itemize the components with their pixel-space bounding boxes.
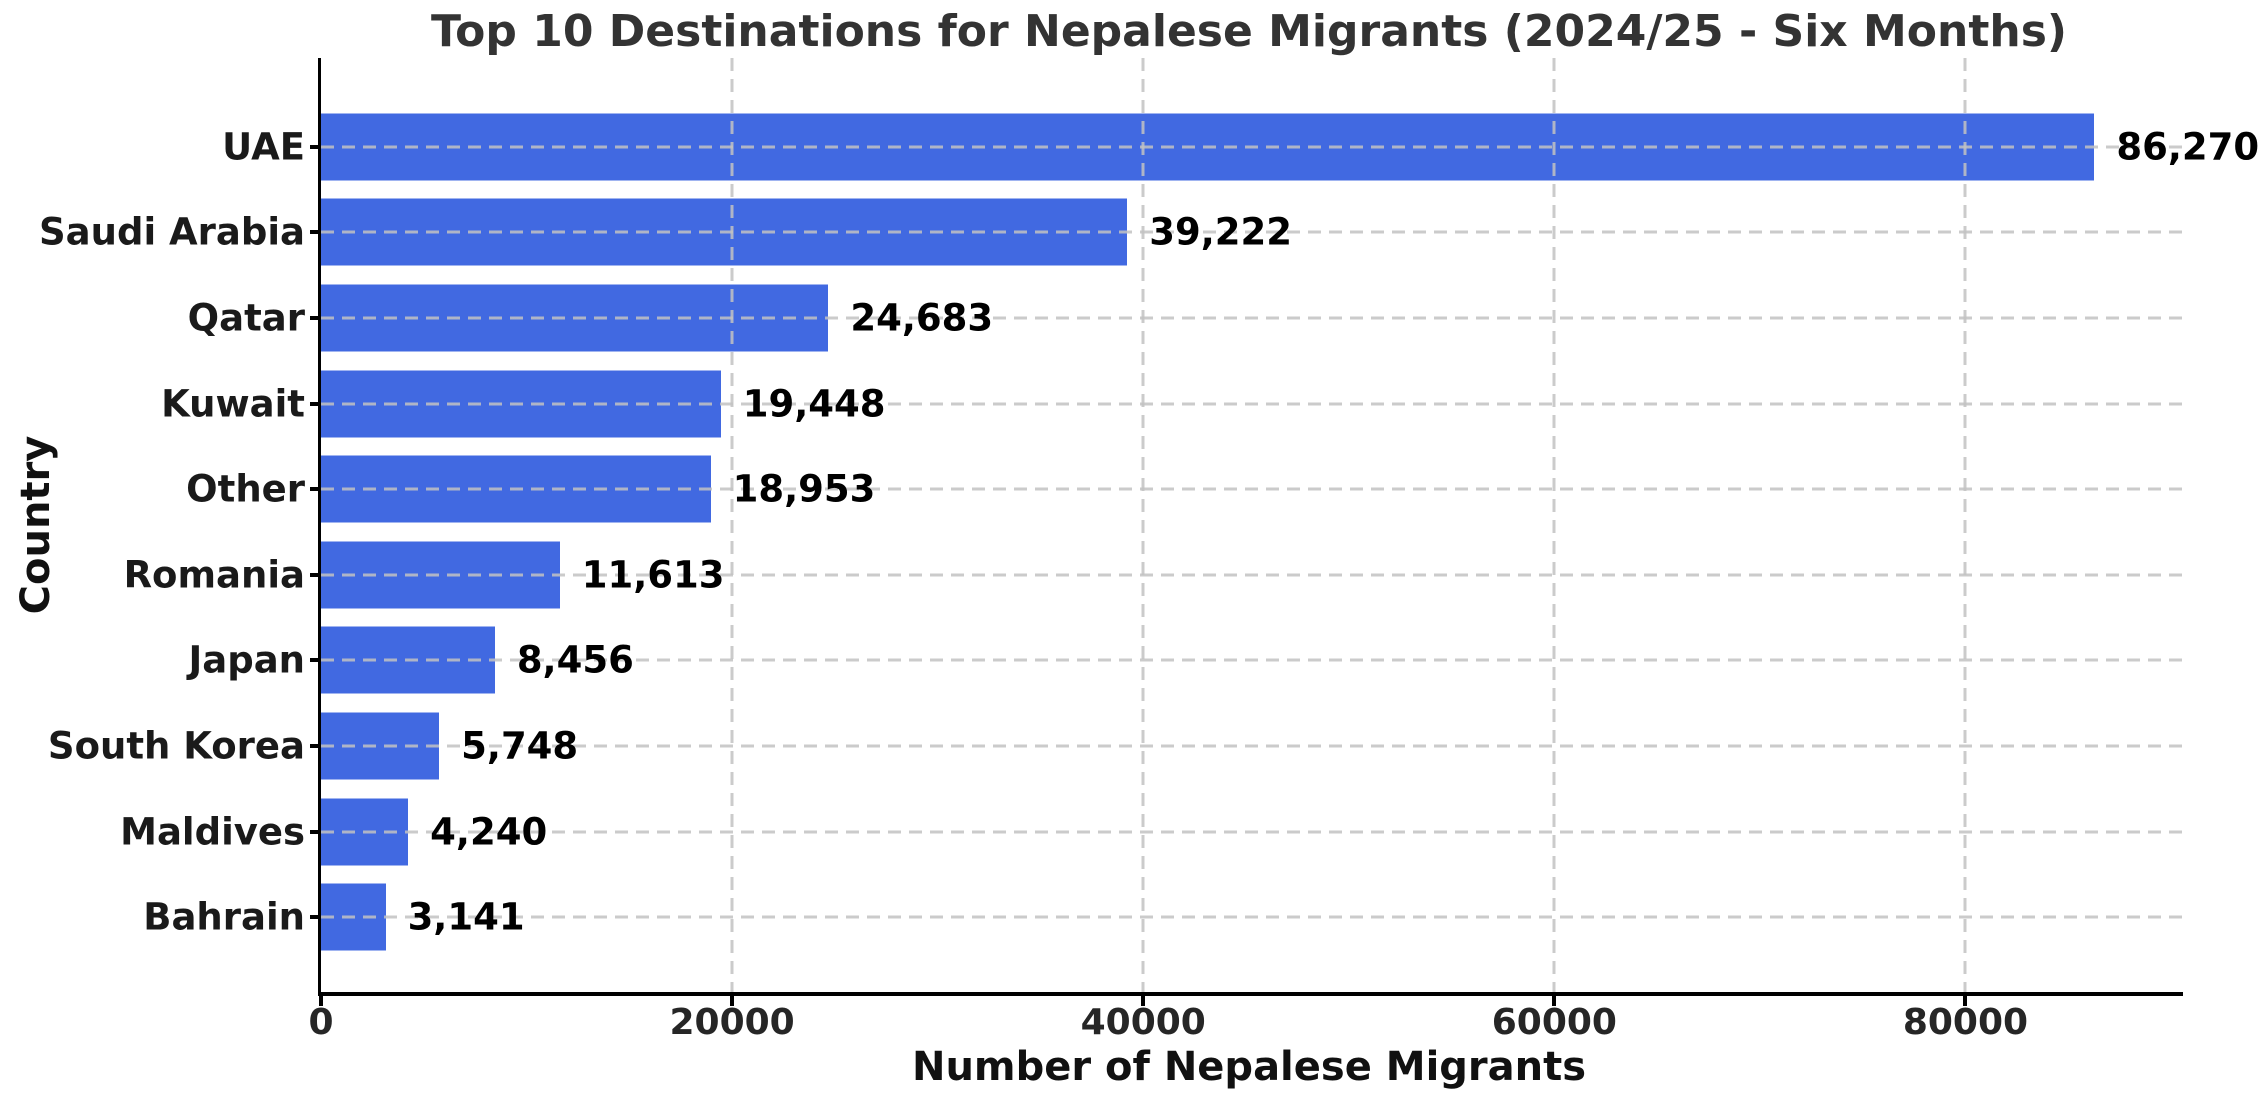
x-tick-label: 40000 <box>1080 1002 1206 1043</box>
category-label: Other <box>186 467 305 511</box>
gridline-horizontal <box>321 573 2183 577</box>
x-tick-mark <box>730 996 735 1006</box>
bar-value-label: 19,448 <box>742 382 886 426</box>
gridline-vertical <box>730 58 734 992</box>
bar-value-label: 5,748 <box>461 724 579 768</box>
category-label: Kuwait <box>161 382 305 426</box>
y-tick-mark <box>310 744 321 748</box>
x-tick-mark <box>319 996 323 1006</box>
y-tick-mark <box>310 572 321 577</box>
category-label: Bahrain <box>143 895 305 939</box>
y-tick-mark <box>310 316 321 320</box>
y-tick-mark <box>310 829 321 834</box>
x-tick-mark <box>1141 996 1146 1006</box>
category-label: Qatar <box>187 296 305 340</box>
x-tick-mark <box>1552 996 1557 1006</box>
y-tick-mark <box>310 915 321 920</box>
gridline-horizontal <box>321 230 2183 234</box>
gridline-horizontal <box>321 316 2183 320</box>
y-tick-mark <box>310 658 321 663</box>
gridline-horizontal <box>321 744 2183 748</box>
y-axis-label: Country <box>13 435 59 615</box>
gridline-vertical <box>1963 58 1967 992</box>
y-tick-mark <box>310 144 321 149</box>
x-tick-label: 60000 <box>1491 1002 1617 1043</box>
category-label: South Korea <box>47 724 305 768</box>
gridline-horizontal <box>321 402 2183 406</box>
bar-value-label: 86,270 <box>2116 125 2259 169</box>
gridline-horizontal <box>321 915 2183 919</box>
y-tick-mark <box>310 401 321 406</box>
gridline-horizontal <box>321 487 2183 491</box>
y-tick-mark <box>310 230 321 235</box>
gridline-horizontal <box>321 830 2183 834</box>
gridline-horizontal <box>321 658 2183 662</box>
chart-title: Top 10 Destinations for Nepalese Migrant… <box>431 6 2067 57</box>
category-label: Japan <box>188 638 305 682</box>
x-tick-label: 20000 <box>669 1002 795 1043</box>
plot-area: 0 20000 40000 60000 80000 UAE 86,270 Saudi Arab… <box>39 58 2259 1043</box>
x-tick-label: 0 <box>308 1002 334 1043</box>
bar-value-label: 3,141 <box>407 895 525 939</box>
category-label: Maldives <box>120 810 305 854</box>
x-axis-label: Number of Nepalese Migrants <box>911 1044 1587 1090</box>
y-tick-mark <box>310 487 321 492</box>
x-tick-label: 80000 <box>1902 1002 2029 1043</box>
bar-value-label: 39,222 <box>1149 210 1293 254</box>
gridline-vertical <box>1552 58 1556 992</box>
x-tick-mark <box>1963 996 1968 1006</box>
bar-value-label: 24,683 <box>850 296 994 340</box>
bar-value-label: 4,240 <box>430 810 548 854</box>
category-label: Romania <box>123 553 305 597</box>
bar-value-label: 11,613 <box>581 553 725 597</box>
category-label: Saudi Arabia <box>39 210 305 254</box>
bar-value-label: 18,953 <box>732 467 876 511</box>
gridline-vertical <box>1141 58 1145 992</box>
category-label: UAE <box>222 125 305 169</box>
gridline-horizontal <box>321 145 2183 149</box>
bar-value-label: 8,456 <box>516 638 634 682</box>
